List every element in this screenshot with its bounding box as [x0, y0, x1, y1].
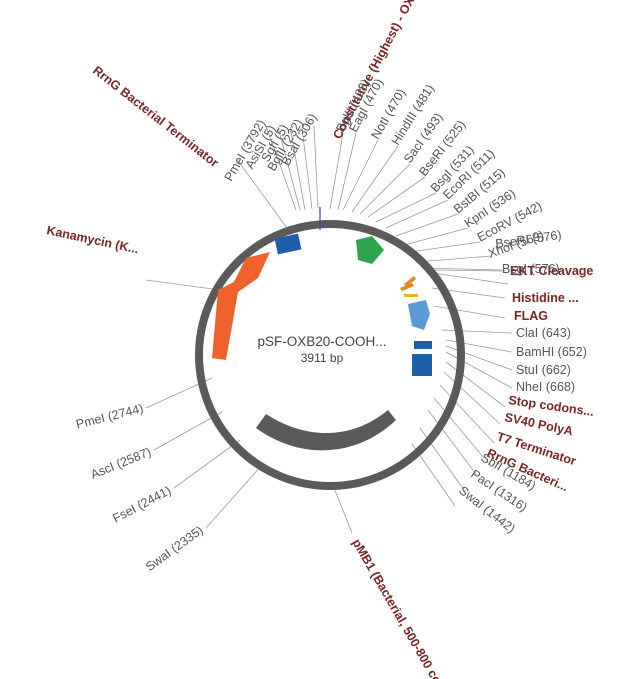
plasmid-name: pSF-OXB20-COOH... [257, 334, 386, 349]
oxb20-arrow [356, 236, 384, 264]
site-label-left: PmeI (2744) [75, 401, 145, 431]
ekt-marker [400, 276, 416, 291]
sv40-box [412, 354, 432, 376]
site-label-right: ClaI (643) [516, 326, 571, 340]
feature-label-rrng-top: RrnG Bacterial Terminator [90, 63, 221, 170]
site-label-right: NheI (668) [516, 380, 575, 394]
histidine-marker [404, 294, 418, 297]
site-label-left: AscI (2587) [89, 445, 154, 482]
site-label-right: BamHI (652) [516, 345, 587, 359]
site-label-right: StuI (662) [516, 363, 571, 377]
feature-label-pmb1: pMB1 (Bacterial, 500-800 copies) [349, 537, 458, 679]
feature-label-ekt: EKT Cleavage [510, 264, 593, 278]
feature-label-kanamycin: Kanamycin (K... [45, 223, 140, 256]
feature-label-flag: FLAG [514, 309, 548, 323]
leader-lines [145, 125, 513, 534]
site-label-left: SwaI (2335) [143, 523, 206, 574]
pmb1-arrow [256, 410, 396, 451]
stop-codons-box [414, 341, 432, 349]
kanamycin-arrow [212, 252, 270, 360]
site-label-left: FseI (2441) [110, 483, 173, 525]
backbone-circle [195, 220, 465, 490]
site-label-top: BsgI (576) [502, 262, 560, 276]
rrng-top-box [274, 233, 302, 255]
plasmid-size: 3911 bp [301, 351, 344, 365]
flag-arrow [408, 300, 430, 330]
feature-label-histidine: Histidine ... [512, 291, 579, 305]
